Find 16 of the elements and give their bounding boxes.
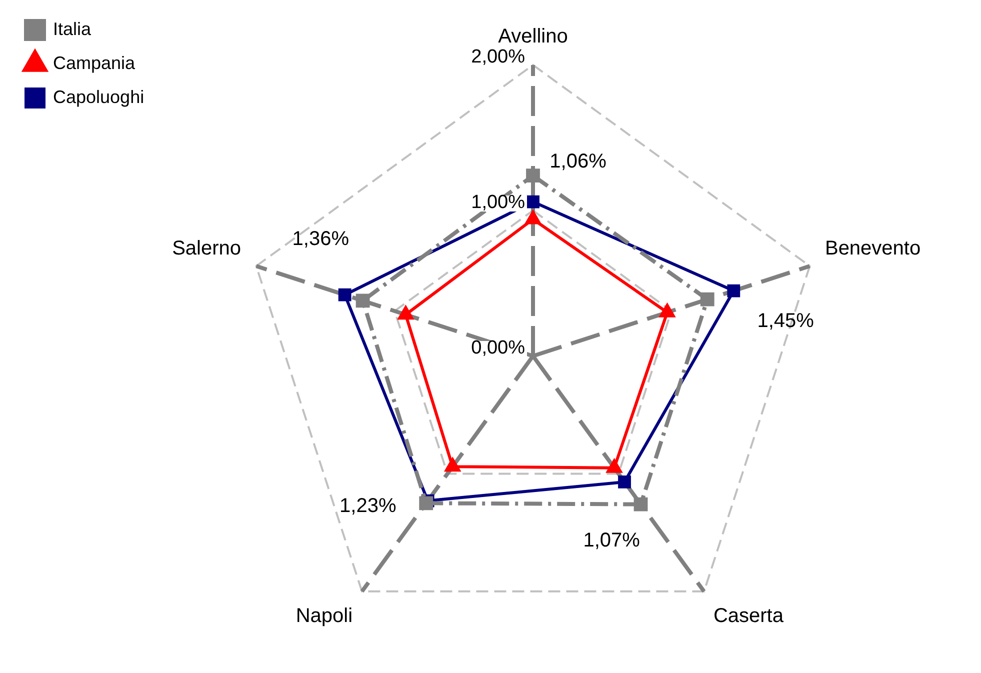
legend-label: Capoluoghi (53, 86, 144, 107)
y-tick-label: 0,00% (471, 338, 526, 359)
legend-label: Italia (53, 18, 92, 39)
spoke-label: Caserta (713, 604, 784, 627)
y-tick-label: 2,00% (471, 46, 526, 68)
spoke-label: Napoli (296, 604, 353, 627)
data-label: 1,06% (550, 150, 607, 172)
legend-label: Campania (53, 52, 136, 73)
spoke-label: Benevento (824, 238, 921, 260)
data-label: 1,36% (292, 228, 350, 250)
data-label: 1,23% (340, 495, 396, 518)
data-label: 1,07% (583, 529, 640, 552)
spoke-label: Salerno (172, 238, 242, 260)
spoke-label: Avellino (498, 26, 568, 48)
y-tick-label: 1,00% (471, 192, 526, 214)
data-label: 1,45% (757, 310, 814, 332)
